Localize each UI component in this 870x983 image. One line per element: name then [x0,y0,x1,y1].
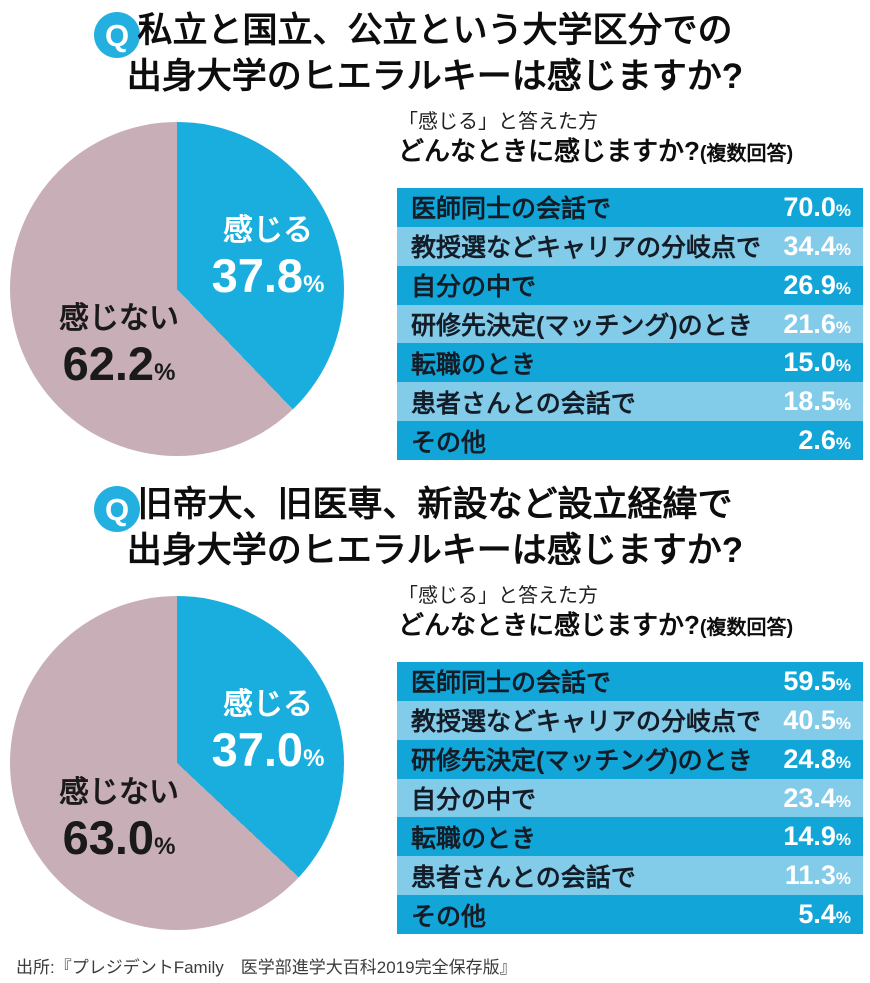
row-label: 自分の中で [411,273,537,302]
percent-sign: % [835,200,851,220]
percent-sign: % [835,356,851,376]
row-label: 医師同士の会話で [411,669,612,698]
table-row: 自分の中で 23.4% [397,778,863,818]
row-label: 研修先決定(マッチング)のとき [411,312,753,340]
row-label: 患者さんとの会話で [411,863,636,892]
percent-sign: % [835,317,851,337]
row-value: 26.9% [783,269,851,300]
question-badge-icon: Q [94,486,140,532]
percent-sign: % [835,713,851,733]
row-label: 転職のとき [411,824,537,853]
survey-table: 医師同士の会話で 70.0% 教授選などキャリアの分岐点で 34.4% 自分の中で 26.… [397,188,863,461]
survey-table: 医師同士の会話で 59.5% 教授選などキャリアの分岐点で 40.5% 研修先決定(マッ… [397,662,863,935]
pie-notfeel-value: 62.2% [62,337,176,390]
percent-sign: % [835,395,851,415]
row-value: 5.4% [798,899,851,930]
section-university-type: Q 私立と国立、公立という大学区分での 出身大学のヒエラルキーは感じますか? 感… [0,0,870,474]
table-caption-intro: 「感じる」と答えた方 [398,585,598,607]
table-caption-question: どんなときに感じますか?(複数回答) [398,136,794,166]
question-title: 旧帝大、旧医専、新設など設立経緯で 出身大学のヒエラルキーは感じますか? [0,482,870,574]
question-badge-letter: Q [104,17,130,53]
pie-chart [10,122,344,456]
percent-sign: % [154,359,176,386]
row-value: 40.5% [783,704,851,735]
row-value: 14.9% [783,821,851,852]
percent-sign: % [835,434,851,454]
percent-sign: % [835,239,851,259]
pie-label-feel: 感じる 37.0% [193,688,343,784]
table-row: 教授選などキャリアの分岐点で 34.4% [397,226,863,266]
table-row: 教授選などキャリアの分岐点で 40.5% [397,700,863,740]
pie-notfeel-label: 感じない [59,776,179,809]
row-value: 24.8% [783,743,851,774]
percent-sign: % [835,791,851,811]
table-row: 患者さんとの会話で 11.3% [397,856,863,896]
row-value: 21.6% [783,308,851,339]
row-label: 教授選などキャリアの分岐点で [411,234,762,263]
question-title-line1: 旧帝大、旧医専、新設など設立経緯で [137,485,733,524]
question-badge-letter: Q [104,491,130,527]
row-value: 11.3% [784,860,851,891]
pie-feel-label: 感じる [223,688,313,721]
pie-feel-value: 37.0% [211,723,325,776]
row-label: 転職のとき [411,350,537,379]
row-label: 患者さんとの会話で [411,389,636,418]
table-row: 医師同士の会話で 70.0% [397,188,863,227]
percent-sign: % [303,745,325,772]
pie-notfeel-label: 感じない [59,302,179,335]
row-value: 18.5% [783,386,851,417]
question-title-line1: 私立と国立、公立という大学区分での [137,11,733,50]
percent-sign: % [835,278,851,298]
percent-sign: % [835,830,851,850]
table-caption-intro: 「感じる」と答えた方 [398,111,598,133]
source-attribution: 出所:『プレジデントFamily 医学部進学大百科2019完全保存版』 [16,958,517,977]
table-row: 研修先決定(マッチング)のとき 24.8% [397,739,863,779]
row-value: 2.6% [798,425,851,456]
question-title: 私立と国立、公立という大学区分での 出身大学のヒエラルキーは感じますか? [0,8,870,100]
row-value: 23.4% [783,782,851,813]
section-founding-history: Q 旧帝大、旧医専、新設など設立経緯で 出身大学のヒエラルキーは感じますか? 感… [0,474,870,948]
table-row: その他 5.4% [397,895,863,935]
table-row: その他 2.6% [397,421,863,461]
pie-label-feel: 感じる 37.8% [193,214,343,310]
row-label: 自分の中で [411,786,537,814]
pie-chart [10,596,344,930]
pie-label-notfeel: 感じない 63.0% [38,776,200,872]
table-row: 転職のとき 14.9% [397,817,863,857]
table-row: 患者さんとの会話で 18.5% [397,382,863,422]
table-row: 転職のとき 15.0% [397,343,863,383]
caption-note: (複数回答) [699,143,794,165]
row-label: 教授選などキャリアの分岐点で [411,708,762,737]
percent-sign: % [303,271,325,298]
percent-sign: % [835,869,851,889]
row-value: 70.0% [783,191,851,222]
row-value: 34.4% [783,230,851,261]
question-title-line2: 出身大学のヒエラルキーは感じますか? [126,57,744,96]
row-value: 15.0% [783,347,851,378]
pie-notfeel-value: 63.0% [62,811,176,864]
table-caption-question: どんなときに感じますか?(複数回答) [398,610,794,640]
row-value: 59.5% [783,665,851,696]
pie-feel-label: 感じる [223,214,313,247]
row-label: その他 [411,428,487,457]
caption-note: (複数回答) [699,617,794,639]
table-row: 研修先決定(マッチング)のとき 21.6% [397,304,863,344]
question-badge-icon: Q [94,12,140,58]
question-title-line2: 出身大学のヒエラルキーは感じますか? [126,531,744,570]
percent-sign: % [835,752,851,772]
row-label: その他 [411,902,487,931]
pie-feel-value: 37.8% [211,249,325,302]
pie-label-notfeel: 感じない 62.2% [38,302,200,398]
percent-sign: % [835,908,851,928]
percent-sign: % [154,833,176,860]
percent-sign: % [835,674,851,694]
table-row: 自分の中で 26.9% [397,265,863,305]
table-row: 医師同士の会話で 59.5% [397,662,863,701]
row-label: 医師同士の会話で [411,195,612,224]
row-label: 研修先決定(マッチング)のとき [411,747,753,776]
